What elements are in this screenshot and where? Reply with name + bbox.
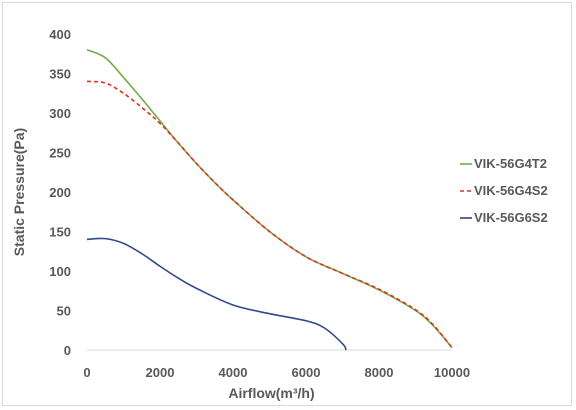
series-line-vik-56g4s2 (86, 80, 453, 349)
y-tick-label: 50 (57, 304, 71, 319)
x-tick-label: 4000 (219, 365, 248, 380)
legend-item: VIK-56G4T2 (460, 156, 547, 171)
series-line-vik-56g4t2 (86, 49, 453, 349)
legend-label: VIK-56G4S2 (474, 183, 548, 198)
chart-frame (2, 2, 572, 406)
x-tick-label: 0 (83, 365, 90, 380)
x-axis-title: Airflow(m³/h) (228, 385, 314, 401)
y-tick-label: 400 (49, 27, 71, 42)
y-axis-title: Static Pressure(Pa) (11, 128, 27, 256)
x-tick-label: 8000 (365, 365, 394, 380)
x-tick-label: 2000 (146, 365, 175, 380)
legend-item: VIK-56G6S2 (460, 210, 548, 225)
series-layer (86, 49, 453, 351)
y-tick-label: 350 (49, 67, 71, 82)
y-tick-label: 300 (49, 106, 71, 121)
series-line-vik-56g6s2 (86, 237, 347, 351)
y-tick-label: 100 (49, 264, 71, 279)
y-tick-label: 0 (64, 343, 71, 358)
y-tick-label: 150 (49, 225, 71, 240)
y-tick-label: 250 (49, 146, 71, 161)
legend-item: VIK-56G4S2 (460, 183, 548, 198)
x-tick-label: 6000 (292, 365, 321, 380)
legend: VIK-56G4T2 VIK-56G4S2 VIK-56G6S2 (460, 156, 548, 225)
y-tick-label: 200 (49, 185, 71, 200)
legend-label: VIK-56G4T2 (474, 156, 547, 171)
legend-label: VIK-56G6S2 (474, 210, 548, 225)
x-tick-label: 10000 (434, 365, 470, 380)
